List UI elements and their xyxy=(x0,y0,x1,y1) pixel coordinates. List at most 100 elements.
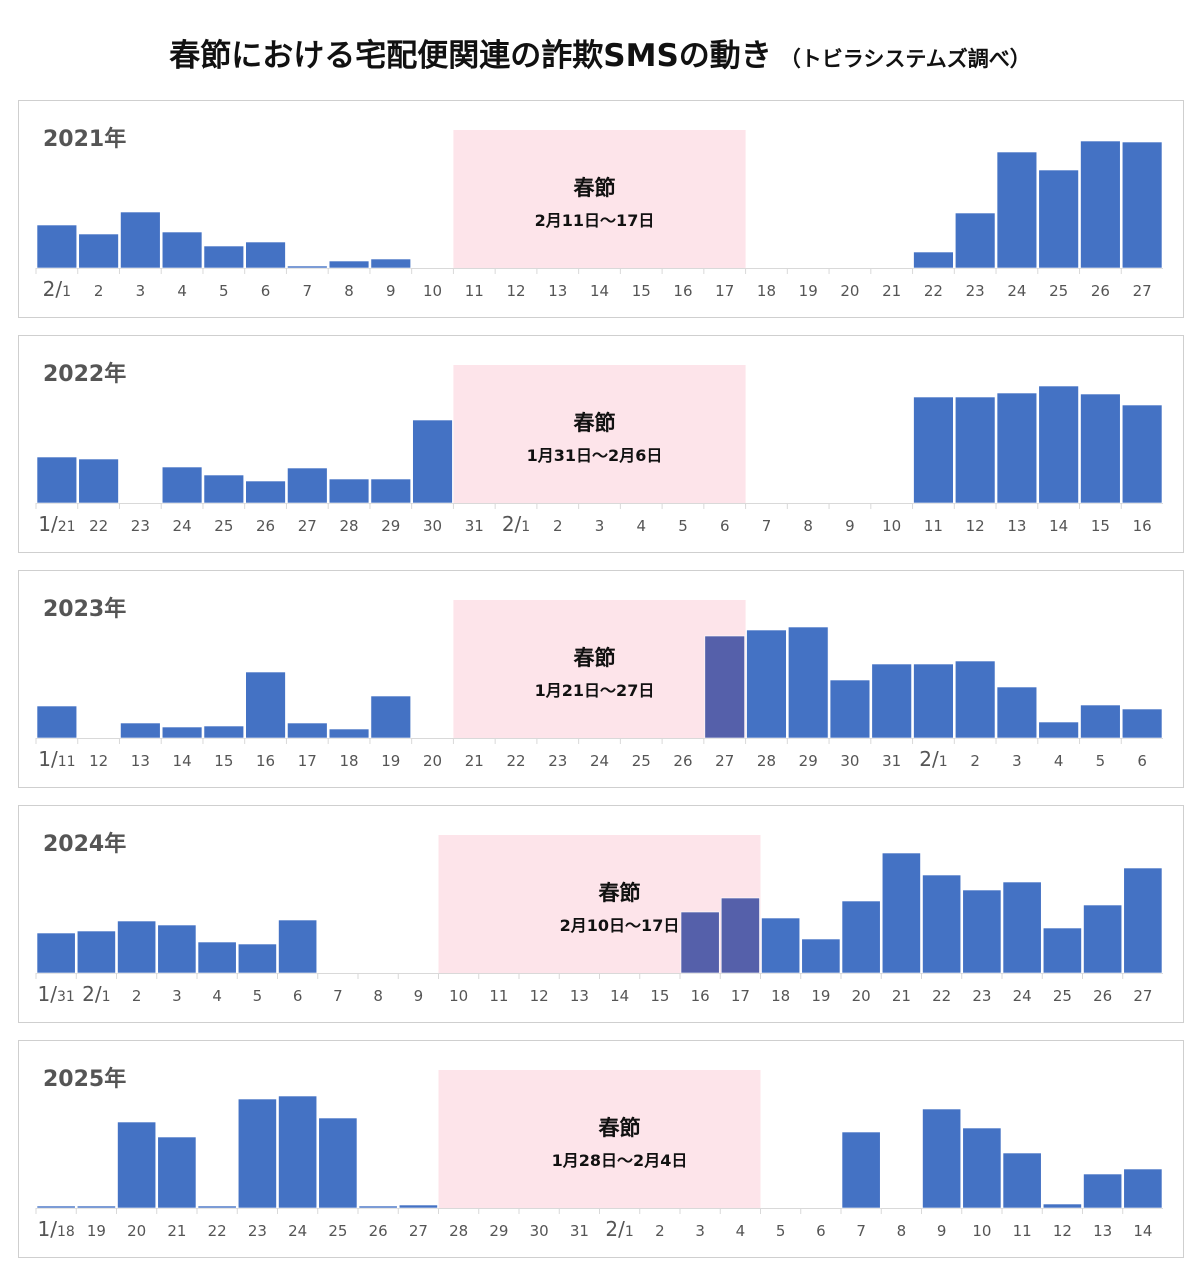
x-tick-label: 2/1 xyxy=(43,277,71,301)
x-tick-label: 13 xyxy=(1093,1222,1112,1240)
x-tick-label: 4 xyxy=(1054,752,1064,770)
x-tick-label: 25 xyxy=(1049,282,1068,300)
x-tick-label: 12 xyxy=(966,517,985,535)
bar-27 xyxy=(287,467,328,504)
festival-label: 春節 xyxy=(574,411,616,435)
x-tick-label: 5 xyxy=(219,282,229,300)
x-tick-label: 16 xyxy=(256,752,275,770)
x-tick-label: 27 xyxy=(1133,987,1152,1005)
x-tick-label: 15 xyxy=(1091,517,1110,535)
bar-5 xyxy=(203,245,245,269)
x-tick-label: 28 xyxy=(449,1222,468,1240)
bar-24 xyxy=(996,151,1038,269)
bar-14 xyxy=(1038,385,1079,504)
bar-19 xyxy=(76,1205,116,1209)
x-tick-label: 20 xyxy=(127,1222,146,1240)
x-tick-label: 2 xyxy=(655,1222,665,1240)
bar-2/1 xyxy=(36,224,78,269)
bar-17 xyxy=(720,897,760,974)
year-label: 2024年 xyxy=(43,832,127,857)
bar-12 xyxy=(954,396,996,504)
x-tick-label: 13 xyxy=(548,282,567,300)
x-tick-label: 4 xyxy=(736,1222,746,1240)
x-tick-label: 7 xyxy=(303,282,313,300)
bar-10 xyxy=(962,1127,1002,1209)
bar-25 xyxy=(203,474,245,504)
x-tick-label: 16 xyxy=(691,987,710,1005)
x-tick-label: 7 xyxy=(762,517,772,535)
x-tick-label: 5 xyxy=(776,1222,786,1240)
x-tick-label: 24 xyxy=(1013,987,1032,1005)
bar-26 xyxy=(1080,140,1121,269)
bar-7 xyxy=(841,1131,881,1209)
x-tick-label: 24 xyxy=(590,752,609,770)
x-tick-label: 21 xyxy=(465,752,484,770)
bar-13 xyxy=(996,392,1038,504)
bar-4 xyxy=(1038,721,1079,739)
bar-11 xyxy=(913,396,954,504)
festival-period: 1月31日～2月6日 xyxy=(527,446,663,465)
x-tick-label: 30 xyxy=(840,752,859,770)
x-tick-label: 27 xyxy=(1133,282,1152,300)
bar-9 xyxy=(922,1108,962,1209)
x-tick-label: 11 xyxy=(465,282,484,300)
x-tick-label: 2/1 xyxy=(919,747,947,771)
x-tick-label: 17 xyxy=(731,987,750,1005)
x-tick-label: 6 xyxy=(261,282,271,300)
bar-2/1 xyxy=(913,663,954,739)
bar-28 xyxy=(328,478,370,504)
bar-16 xyxy=(1121,404,1163,504)
x-tick-label: 22 xyxy=(932,987,951,1005)
bar-30 xyxy=(412,419,453,504)
x-tick-label: 15 xyxy=(214,752,233,770)
bar-13 xyxy=(1083,1173,1123,1209)
bar-15 xyxy=(203,725,245,739)
x-tick-label: 11 xyxy=(489,987,508,1005)
x-tick-label: 14 xyxy=(1133,1222,1152,1240)
bar-5 xyxy=(1080,704,1121,739)
x-tick-label: 25 xyxy=(214,517,233,535)
x-tick-label: 23 xyxy=(248,1222,267,1240)
x-tick-label: 25 xyxy=(328,1222,347,1240)
x-tick-label: 26 xyxy=(1093,987,1112,1005)
x-tick-label: 26 xyxy=(256,517,275,535)
bar-23 xyxy=(954,212,996,269)
x-tick-label: 7 xyxy=(333,987,343,1005)
x-tick-label: 17 xyxy=(298,752,317,770)
x-tick-label: 17 xyxy=(715,282,734,300)
x-tick-label: 18 xyxy=(340,752,359,770)
x-tick-label: 19 xyxy=(799,282,818,300)
festival-shade xyxy=(438,1070,761,1208)
bar-3 xyxy=(120,211,161,269)
bar-2 xyxy=(117,920,157,974)
x-tick-label: 3 xyxy=(172,987,182,1005)
festival-shade xyxy=(453,600,746,738)
x-tick-label: 31 xyxy=(882,752,901,770)
x-tick-label: 14 xyxy=(1049,517,1068,535)
bar-24 xyxy=(161,466,203,504)
x-tick-label: 8 xyxy=(344,282,354,300)
x-tick-label: 21 xyxy=(892,987,911,1005)
bar-19 xyxy=(801,938,841,974)
x-tick-label: 22 xyxy=(208,1222,227,1240)
bar-3 xyxy=(996,686,1038,739)
bar-1/31 xyxy=(36,932,76,974)
bar-27 xyxy=(1123,867,1163,974)
x-tick-label: 13 xyxy=(570,987,589,1005)
year-label: 2022年 xyxy=(43,362,127,387)
bar-28 xyxy=(746,629,787,739)
bar-6 xyxy=(245,241,286,269)
x-tick-label: 21 xyxy=(882,282,901,300)
x-tick-label: 2 xyxy=(553,517,563,535)
bar-2 xyxy=(954,660,996,739)
bar-21 xyxy=(157,1136,197,1209)
x-tick-label: 12 xyxy=(506,282,525,300)
x-tick-label: 6 xyxy=(720,517,730,535)
x-tick-label: 24 xyxy=(1007,282,1026,300)
x-tick-label: 27 xyxy=(298,517,317,535)
festival-period: 2月11日～17日 xyxy=(535,211,655,230)
bar-27 xyxy=(1121,141,1163,269)
